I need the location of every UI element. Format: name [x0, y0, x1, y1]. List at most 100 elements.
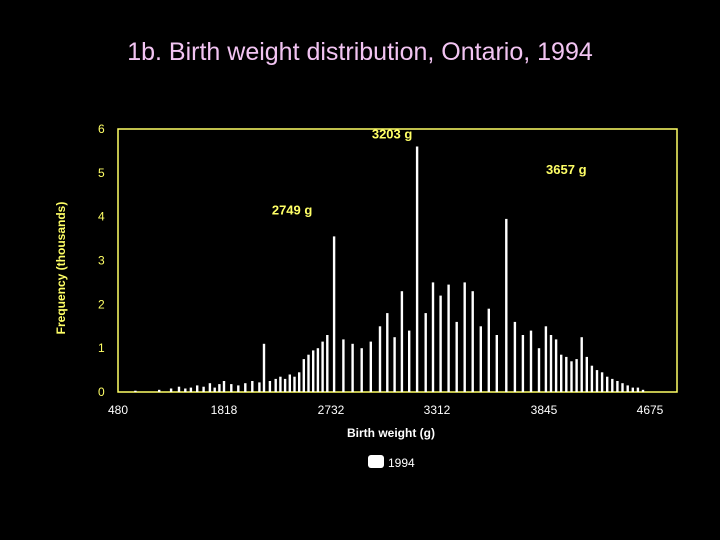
bar: [288, 374, 291, 392]
bar: [626, 385, 629, 392]
plot-frame: [117, 128, 678, 393]
bar: [408, 330, 411, 392]
bar: [585, 356, 588, 392]
annotation-label: 2749 g: [272, 203, 313, 218]
bar: [369, 341, 372, 392]
bar: [360, 348, 363, 392]
y-tick-label: 5: [98, 166, 105, 180]
bar: [424, 313, 427, 392]
annotations-group: 3203 g 3657 g 2749 g: [272, 127, 587, 218]
bar: [529, 330, 533, 392]
bar: [274, 378, 277, 392]
bar: [283, 378, 287, 392]
bar: [378, 326, 382, 393]
legend: 1994: [368, 455, 415, 470]
bar: [544, 326, 548, 393]
bar: [196, 385, 199, 392]
bar: [560, 354, 563, 392]
bar: [386, 313, 389, 392]
bar: [565, 356, 568, 392]
x-tick-label: 1818: [211, 403, 238, 417]
y-tick-label: 4: [98, 210, 105, 224]
bar: [302, 359, 305, 392]
bar: [400, 291, 404, 392]
bar: [321, 341, 324, 392]
bar: [455, 321, 458, 392]
bar: [606, 376, 609, 392]
bar: [326, 335, 329, 392]
bar: [549, 335, 553, 392]
bar: [258, 382, 261, 392]
bar: [447, 284, 450, 392]
bar: [169, 388, 173, 392]
bar: [189, 387, 193, 392]
bar: [611, 378, 614, 392]
bar: [218, 384, 221, 392]
bar: [537, 348, 541, 392]
bar: [244, 383, 247, 392]
bar: [590, 365, 594, 392]
x-tick-label: 3312: [424, 403, 451, 417]
bar: [208, 383, 212, 392]
annotation-label: 3203 g: [372, 127, 413, 142]
bar: [237, 385, 240, 392]
bar: [222, 381, 226, 392]
bar: [293, 376, 296, 392]
bar: [521, 335, 525, 392]
x-axis-title: Birth weight (g): [347, 426, 435, 440]
legend-label: 1994: [388, 456, 415, 470]
bar: [621, 383, 624, 392]
bar: [158, 389, 161, 392]
y-tick-label: 0: [98, 385, 105, 399]
bar: [595, 370, 599, 392]
y-tick-label: 2: [98, 297, 105, 311]
annotation-label: 3657 g: [546, 162, 587, 177]
legend-swatch: [368, 455, 384, 468]
bar: [600, 372, 604, 392]
x-tick-labels: 480 1818 2732 3312 3845 4675: [108, 403, 664, 417]
bar: [439, 295, 442, 392]
bar: [134, 390, 137, 392]
bar: [351, 343, 354, 392]
bar: [268, 381, 272, 392]
bar: [641, 389, 645, 392]
bar: [575, 359, 578, 392]
bar: [495, 335, 498, 392]
bar: [213, 387, 216, 392]
bar: [262, 343, 266, 392]
bar: [513, 321, 517, 392]
bar: [202, 386, 205, 392]
slide-title: 1b. Birth weight distribution, Ontario, …: [127, 38, 593, 66]
bar: [471, 291, 474, 392]
bar: [487, 308, 490, 392]
y-axis-title: Frequency (thousands): [54, 202, 68, 335]
x-tick-label: 480: [108, 403, 128, 417]
bar: [505, 218, 508, 392]
bar: [479, 326, 482, 393]
bar: [631, 387, 634, 392]
y-tick-label: 6: [98, 122, 105, 136]
bars-group: [134, 146, 645, 393]
bar: [636, 387, 640, 392]
bar: [177, 386, 181, 392]
bar: [279, 376, 282, 392]
bar: [580, 337, 583, 392]
bar: [251, 381, 254, 392]
bar: [431, 282, 435, 392]
bar: [554, 339, 558, 392]
bar: [184, 388, 187, 392]
bar: [616, 381, 619, 392]
bar: [570, 361, 573, 392]
bar: [316, 348, 320, 392]
bar: [415, 146, 419, 392]
bar: [393, 337, 396, 392]
bar: [312, 350, 315, 392]
x-tick-label: 4675: [637, 403, 664, 417]
bar: [298, 372, 301, 392]
bar: [230, 384, 233, 392]
y-tick-labels: 0 1 2 3 4 5 6: [98, 122, 105, 399]
y-tick-label: 1: [98, 341, 105, 355]
x-tick-label: 3845: [531, 403, 558, 417]
y-tick-label: 3: [98, 254, 105, 268]
